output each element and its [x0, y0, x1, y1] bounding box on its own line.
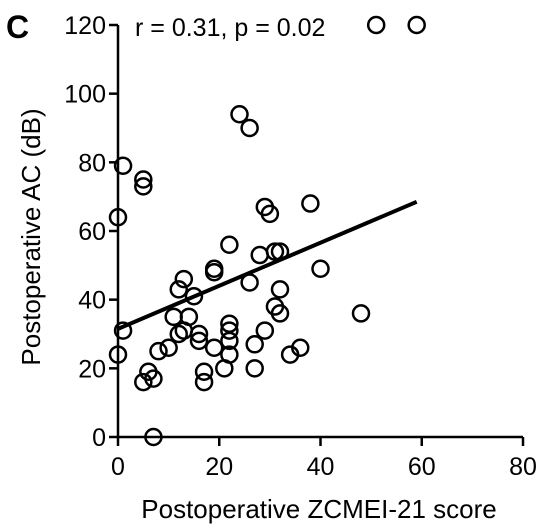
data-point: [164, 307, 183, 327]
data-point: [255, 321, 275, 340]
data-point: [108, 208, 128, 227]
data-point: [144, 427, 163, 447]
data-point: [245, 335, 264, 354]
data-point: [134, 372, 153, 392]
y-tick-label: 20: [78, 355, 106, 383]
data-point: [108, 345, 128, 364]
data-point: [134, 177, 153, 196]
data-point: [189, 331, 209, 351]
y-tick-label: 100: [64, 81, 106, 109]
data-point: [220, 235, 239, 254]
y-tick-label: 60: [78, 218, 106, 246]
data-point: [194, 372, 214, 392]
data-point: [351, 304, 371, 323]
data-point: [204, 338, 224, 357]
data-point: [270, 280, 290, 299]
data-point: [311, 259, 330, 279]
data-point: [113, 321, 133, 340]
data-point: [220, 321, 239, 340]
data-point: [265, 242, 285, 261]
x-tick-label: 60: [408, 453, 436, 481]
data-point: [159, 338, 178, 357]
data-point: [220, 345, 239, 364]
data-point: [184, 286, 204, 306]
panel-label: C: [6, 9, 29, 45]
regression-line: [117, 199, 418, 331]
x-tick-label: 80: [509, 453, 537, 481]
x-tick-label: 0: [111, 453, 125, 481]
y-tick-label: 0: [92, 424, 106, 452]
data-point: [220, 331, 239, 351]
data-point: [291, 338, 310, 357]
data-point: [230, 105, 249, 124]
x-axis-label: Postoperative ZCMEI-21 score: [141, 494, 496, 524]
x-tick-label: 40: [307, 453, 335, 481]
y-tick-label: 80: [78, 149, 106, 177]
data-points: [108, 15, 426, 447]
y-tick-label: 40: [78, 287, 106, 315]
data-point: [149, 341, 168, 361]
y-axis-label: Postoperative AC (dB): [16, 108, 46, 365]
data-point: [179, 307, 199, 327]
data-point: [174, 269, 194, 289]
data-point: [169, 280, 188, 299]
data-point: [240, 118, 259, 138]
data-point: [144, 369, 163, 388]
data-point: [301, 194, 320, 213]
data-point: [204, 262, 224, 282]
stats-annotation: r = 0.31, p = 0.02: [135, 14, 325, 42]
y-tick-label: 120: [64, 12, 106, 40]
data-point: [245, 359, 264, 378]
data-point: [270, 304, 290, 323]
data-point: [250, 245, 269, 265]
tick-labels: 0 20 40 60 80 100 120 0 20 40 60 80: [64, 12, 537, 481]
data-point: [113, 156, 133, 176]
axes: [109, 23, 525, 446]
x-tick-label: 20: [205, 453, 233, 481]
data-point: [189, 324, 209, 344]
data-point: [134, 170, 153, 189]
data-point: [260, 204, 280, 224]
data-point: [407, 15, 426, 35]
data-point: [366, 15, 386, 35]
data-point: [194, 362, 214, 382]
